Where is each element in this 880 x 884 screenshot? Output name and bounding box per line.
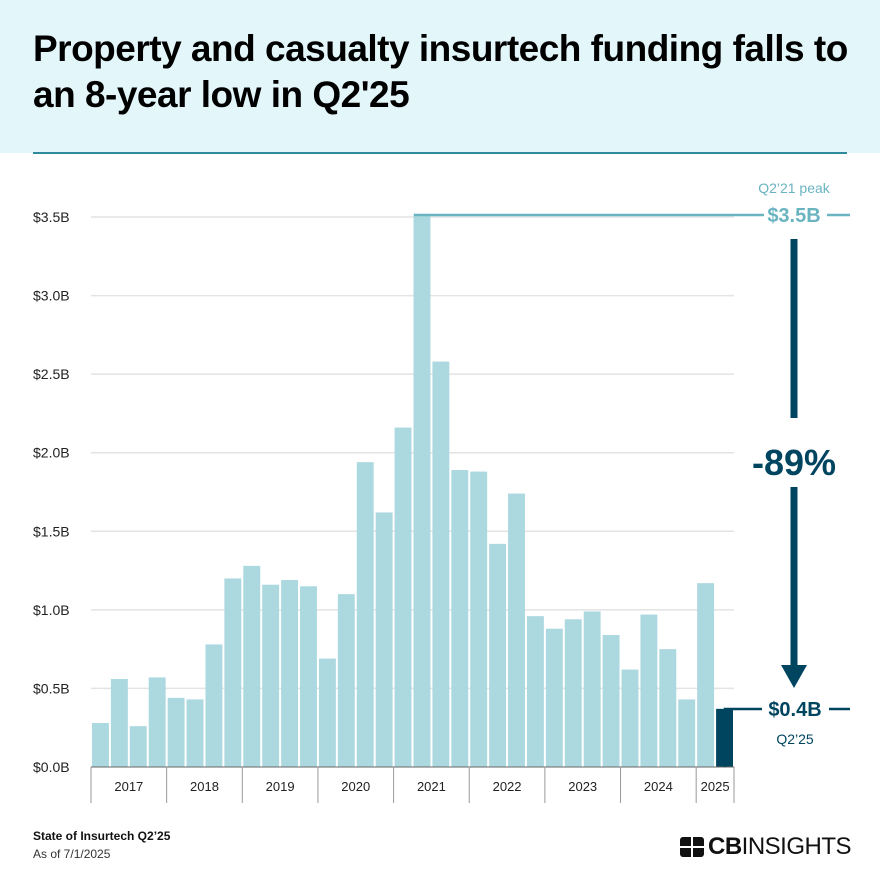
bar [394,427,412,767]
bar [432,361,450,767]
header-banner [0,0,880,153]
x-year-label: 2022 [493,779,522,794]
low-label: Q2’25 [776,731,814,747]
annotations: Q2’21 peak $3.5B -89% $0.4B Q2’25 [414,180,850,767]
y-tick-label: $0.0B [33,759,70,775]
x-year-label: 2019 [266,779,295,794]
bar [148,677,166,767]
x-year-label: 2017 [114,779,143,794]
cb-insights-logo: CB INSIGHTS [680,833,852,861]
change-label: -89% [752,442,836,483]
bar [489,543,507,767]
x-year-label: 2024 [644,779,673,794]
y-tick-label: $1.5B [33,523,70,539]
bar [167,697,185,767]
bar [583,611,601,767]
peak-label: Q2’21 peak [758,180,831,196]
bar [281,580,299,767]
bar [526,616,544,767]
bar [129,726,147,767]
bar [621,669,639,767]
bar [300,586,317,767]
chart-title: Property and casualty insurtech funding … [33,28,848,115]
bar [186,699,204,767]
x-year-label: 2021 [417,779,446,794]
bar [318,658,336,767]
x-year-label: 2023 [568,779,597,794]
as-of-date: As of 7/1/2025 [33,847,111,861]
y-tick-label: $3.5B [33,209,70,225]
bar [356,462,374,767]
x-year-label: 2025 [701,779,730,794]
bar [413,213,431,767]
peak-value: $3.5B [767,205,820,227]
bar [602,635,620,767]
y-tick-label: $2.0B [33,445,70,461]
y-tick-label: $0.5B [33,680,70,696]
bar [564,619,582,767]
bar [92,723,109,767]
low-line [723,707,762,767]
bar [470,471,488,767]
bar [110,679,128,767]
bar [508,493,525,767]
x-year-label: 2020 [341,779,370,794]
logo-mark-icon [680,837,704,857]
bar [678,699,696,767]
y-tick-label: $1.0B [33,602,70,618]
bar-chart: $0.0B $0.5B $1.0B $1.5B $2.0B $2.5B $3.0B $3.5B… [33,180,850,803]
low-value: $0.4B [768,699,821,721]
bar [697,583,715,767]
header-rule [33,152,847,154]
bar [640,614,658,767]
bar [451,470,469,767]
bar [243,565,261,767]
bar [545,628,563,767]
bar [375,512,393,767]
bar [262,584,280,767]
y-tick-label: $2.5B [33,366,70,382]
bar [337,594,355,767]
bar [224,578,242,767]
y-tick-label: $3.0B [33,288,70,304]
x-year-label: 2018 [190,779,219,794]
source-note: State of Insurtech Q2’25 [33,829,171,843]
bar [659,649,677,767]
arrow-head-icon [781,665,807,688]
bar [205,644,223,767]
